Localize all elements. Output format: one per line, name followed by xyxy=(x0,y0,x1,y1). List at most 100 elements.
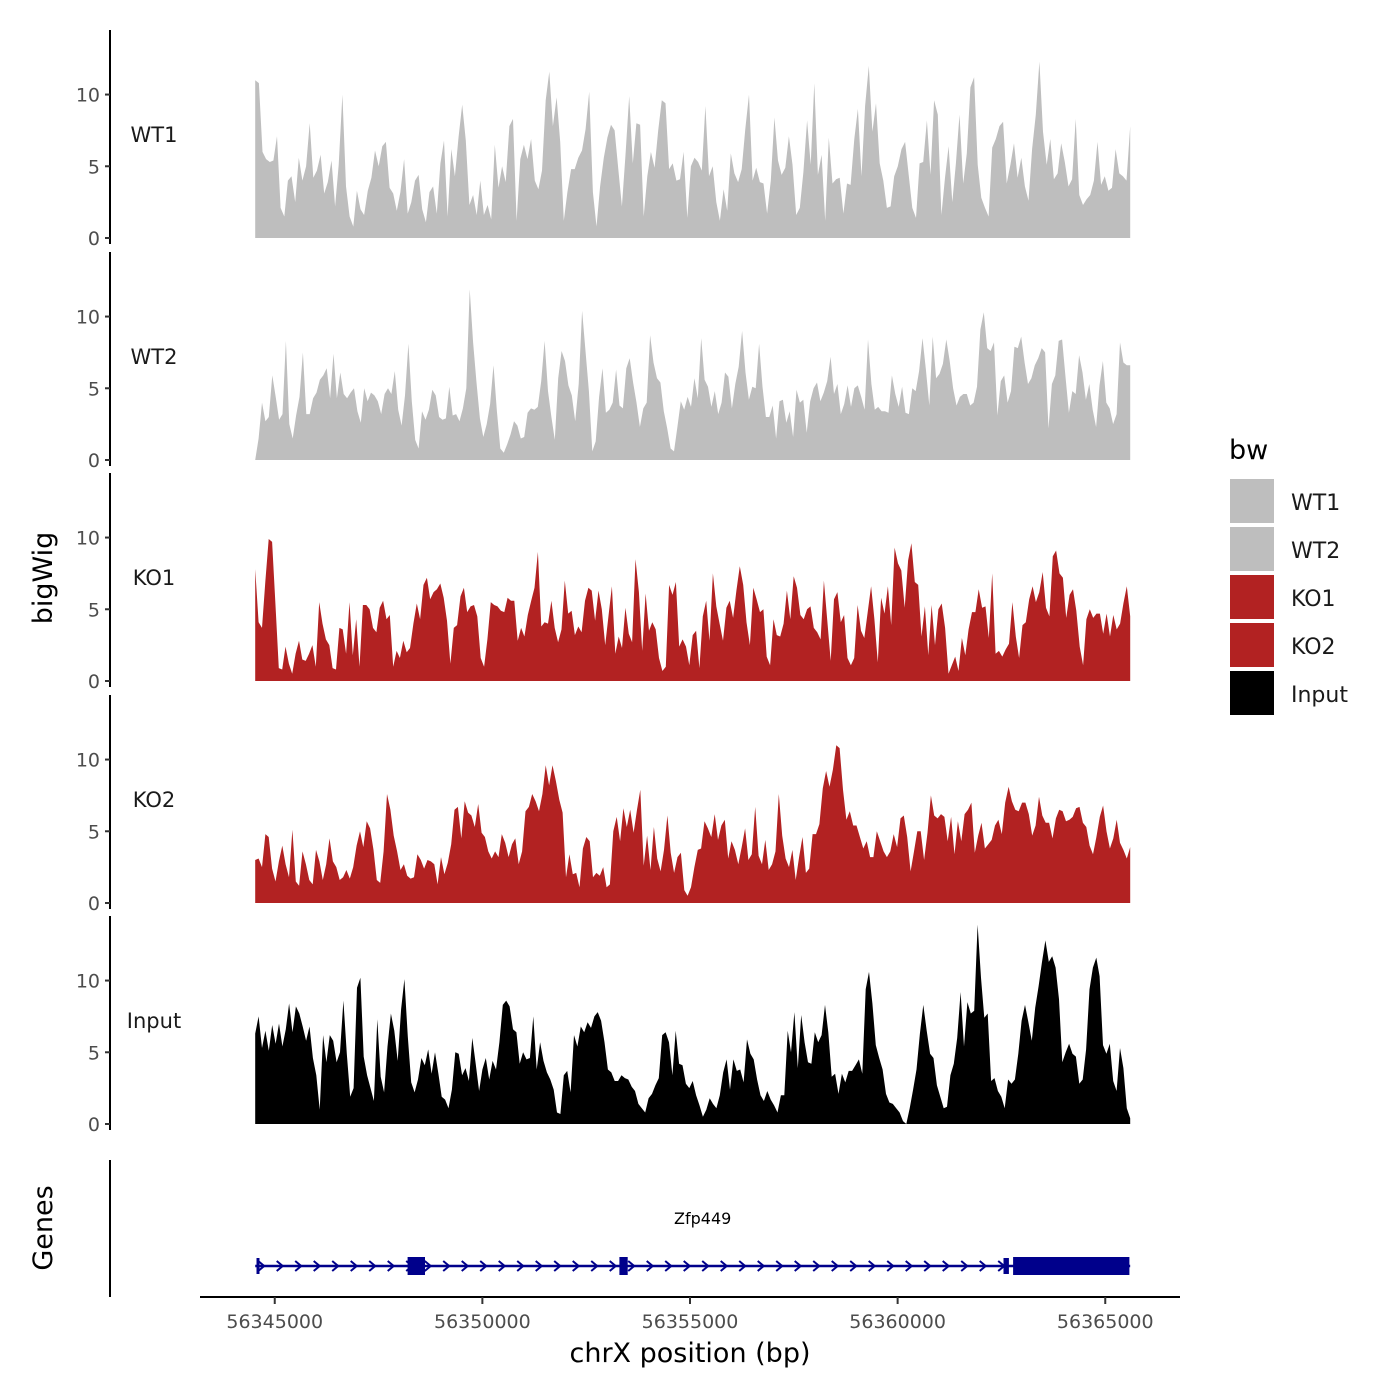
track-ko2: 0 5 10 KO2 xyxy=(76,695,1131,915)
strand-arrow xyxy=(516,1260,525,1272)
strand-arrow xyxy=(923,1260,932,1272)
strand-arrow xyxy=(960,1260,969,1272)
y-tick-label: 10 xyxy=(76,85,100,107)
x-tick-label: 56350000 xyxy=(434,1311,531,1333)
legend-item-wt2: WT2 xyxy=(1228,525,1340,573)
strand-arrow xyxy=(738,1260,747,1272)
strand-arrow xyxy=(683,1260,692,1272)
strand-arrow xyxy=(979,1260,988,1272)
y-tick-label: 10 xyxy=(76,307,100,329)
coverage-area-wt2 xyxy=(255,289,1131,460)
legend-label: Input xyxy=(1291,683,1348,708)
track-wt1: 0 5 10 WT1 xyxy=(76,30,1131,250)
strand-arrow xyxy=(627,1260,636,1272)
y-tick-label: 10 xyxy=(76,750,100,772)
strand-arrow xyxy=(757,1260,766,1272)
legend-swatch xyxy=(1228,621,1276,669)
track-ko1: 0 5 10 KO1 xyxy=(76,473,1131,693)
gene-exon xyxy=(1003,1258,1009,1274)
gene-exon xyxy=(619,1257,628,1275)
strand-arrow xyxy=(461,1260,470,1272)
strand-arrow xyxy=(794,1260,803,1272)
strand-arrow xyxy=(812,1260,821,1272)
coverage-tracks: 0 5 10 WT1 0 5 10 WT2 0 5 10 KO1 0 5 10 KO2 0 5 10 Input xyxy=(76,30,1131,1136)
track-label-ko1: KO1 xyxy=(133,566,176,590)
track-wt2: 0 5 10 WT2 xyxy=(76,252,1131,472)
strand-arrow xyxy=(720,1260,729,1272)
track-input: 0 5 10 Input xyxy=(76,916,1131,1136)
strand-arrow xyxy=(276,1260,285,1272)
strand-arrow xyxy=(313,1260,322,1272)
gene-exon xyxy=(1013,1257,1130,1275)
legend-title: bw xyxy=(1229,435,1268,466)
coverage-area-ko1 xyxy=(255,539,1131,681)
strand-arrow xyxy=(664,1260,673,1272)
strand-arrow xyxy=(886,1260,895,1272)
legend-swatch xyxy=(1228,477,1276,525)
strand-arrow xyxy=(331,1260,340,1272)
strand-arrow xyxy=(535,1260,544,1272)
x-tick-label: 56360000 xyxy=(849,1311,946,1333)
track-label-input: Input xyxy=(127,1009,181,1033)
legend-label: KO2 xyxy=(1291,635,1336,660)
strand-arrow xyxy=(572,1260,581,1272)
strand-arrow xyxy=(424,1260,433,1272)
legend-item-ko1: KO1 xyxy=(1228,573,1336,621)
track-label-ko2: KO2 xyxy=(133,788,176,812)
strand-arrow xyxy=(775,1260,784,1272)
strand-arrow xyxy=(498,1260,507,1272)
strand-arrow xyxy=(646,1260,655,1272)
legend-swatch xyxy=(1228,525,1276,573)
legend-label: KO1 xyxy=(1291,587,1336,612)
y-tick-label: 0 xyxy=(88,893,100,915)
strand-arrow xyxy=(368,1260,377,1272)
legend-item-input: Input xyxy=(1228,669,1348,717)
legend-item-wt1: WT1 xyxy=(1228,477,1340,525)
y-tick-label: 5 xyxy=(88,156,100,178)
y-tick-label: 5 xyxy=(88,378,100,400)
y-tick-label: 5 xyxy=(88,599,100,621)
x-tick-label: 56345000 xyxy=(226,1311,323,1333)
y-tick-label: 0 xyxy=(88,228,100,250)
strand-arrow xyxy=(701,1260,710,1272)
strand-arrow xyxy=(905,1260,914,1272)
coverage-area-input xyxy=(255,924,1131,1124)
y-tick-label: 0 xyxy=(88,671,100,693)
strand-arrow xyxy=(479,1260,488,1272)
strand-arrow xyxy=(609,1260,618,1272)
strand-arrow xyxy=(442,1260,451,1272)
strand-arrow xyxy=(868,1260,877,1272)
track-label-wt2: WT2 xyxy=(131,345,178,369)
y-tick-label: 10 xyxy=(76,528,100,550)
legend-swatch xyxy=(1228,573,1276,621)
x-axis-title: chrX position (bp) xyxy=(569,1338,810,1369)
track-label-wt1: WT1 xyxy=(131,123,178,147)
legend-label: WT1 xyxy=(1291,491,1340,516)
strand-arrow xyxy=(590,1260,599,1272)
y-tick-label: 0 xyxy=(88,450,100,472)
gene-exon xyxy=(256,1258,260,1274)
genes-track-label: Genes xyxy=(28,1185,59,1270)
genes-track: Genes Zfp449 xyxy=(28,1160,1131,1297)
strand-arrow xyxy=(942,1260,951,1272)
strand-arrow xyxy=(849,1260,858,1272)
y-tick-label: 5 xyxy=(88,1042,100,1064)
legend-swatch xyxy=(1228,669,1276,717)
strand-arrow xyxy=(257,1260,266,1272)
y-tick-label: 0 xyxy=(88,1114,100,1136)
legend: bw WT1 WT2 KO1 KO2 Input xyxy=(1228,435,1348,717)
y-tick-label: 5 xyxy=(88,821,100,843)
gene-exon xyxy=(407,1257,425,1275)
y-tick-label: 10 xyxy=(76,971,100,993)
coverage-area-ko2 xyxy=(255,745,1131,903)
gene-model xyxy=(255,1257,1131,1275)
strand-arrow xyxy=(350,1260,359,1272)
y-axis-title: bigWig xyxy=(28,532,59,625)
strand-arrow xyxy=(294,1260,303,1272)
strand-arrow xyxy=(387,1260,396,1272)
legend-label: WT2 xyxy=(1291,539,1340,564)
legend-item-ko2: KO2 xyxy=(1228,621,1336,669)
x-axis: 56345000 56350000 56355000 56360000 56365000 xyxy=(200,1296,1180,1333)
coverage-area-wt1 xyxy=(255,61,1131,238)
